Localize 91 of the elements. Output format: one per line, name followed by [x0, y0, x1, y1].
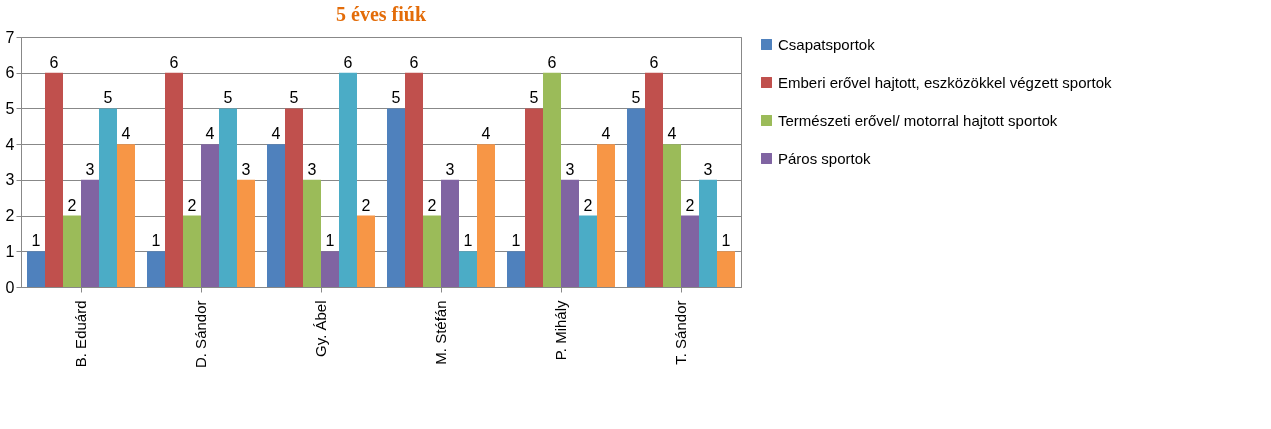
- data-label: 4: [121, 125, 131, 143]
- data-label: 2: [685, 196, 695, 214]
- y-tick-label: 3: [5, 171, 15, 189]
- bar: [237, 179, 255, 287]
- data-label: 1: [151, 232, 161, 250]
- data-label: 6: [409, 53, 419, 71]
- data-label: 2: [187, 196, 197, 214]
- bar: [597, 144, 615, 287]
- data-label: 3: [307, 160, 317, 178]
- y-tick-label: 1: [5, 242, 15, 260]
- bar: [81, 179, 99, 287]
- bar: [63, 215, 81, 287]
- legend-label: Emberi erővel hajtott, eszközökkel végzett sportok: [778, 73, 1112, 91]
- y-tick-label: 4: [5, 135, 15, 153]
- data-label: 4: [271, 125, 281, 143]
- data-label: 4: [667, 125, 677, 143]
- bar: [663, 144, 681, 287]
- y-tick-label: 2: [5, 207, 15, 225]
- bar: [627, 108, 645, 287]
- bar: [99, 108, 117, 287]
- data-label: 1: [463, 232, 473, 250]
- data-label: 6: [49, 53, 59, 71]
- bar: [441, 179, 459, 287]
- data-label: 6: [649, 53, 659, 71]
- bar: [165, 72, 183, 287]
- bar: [27, 251, 45, 287]
- bar: [45, 72, 63, 287]
- x-tick-label: B. Eduárd: [72, 300, 89, 368]
- bar: [459, 251, 477, 287]
- bar: [525, 108, 543, 287]
- bar: [699, 179, 717, 287]
- data-label: 4: [481, 125, 491, 143]
- bar: [579, 215, 597, 287]
- x-tick-label: D. Sándor: [192, 300, 209, 369]
- data-label: 3: [565, 160, 575, 178]
- x-tick-label: Gy. Ábel: [312, 300, 329, 357]
- bar: [423, 215, 441, 287]
- data-label: 2: [67, 196, 77, 214]
- bar: [183, 215, 201, 287]
- bar: [387, 108, 405, 287]
- legend-label: Csapatsportok: [778, 35, 876, 53]
- legend-label: Páros sportok: [778, 149, 872, 167]
- data-label: 5: [529, 89, 539, 107]
- chart-title: 5 éves fiúk: [336, 3, 427, 25]
- data-label: 4: [601, 125, 611, 143]
- y-tick-label: 7: [5, 28, 15, 46]
- data-label: 5: [289, 89, 299, 107]
- bar: [645, 72, 663, 287]
- bar: [303, 179, 321, 287]
- bar: [717, 251, 735, 287]
- data-label: 2: [583, 196, 593, 214]
- bar: [201, 144, 219, 287]
- data-label: 2: [361, 196, 371, 214]
- data-label: 6: [169, 53, 179, 71]
- data-label: 6: [343, 53, 353, 71]
- bar: [267, 144, 285, 287]
- bar: [507, 251, 525, 287]
- bar: [477, 144, 495, 287]
- data-label: 3: [241, 160, 251, 178]
- y-tick-label: 0: [5, 278, 15, 296]
- data-label: 5: [631, 89, 641, 107]
- data-label: 3: [445, 160, 455, 178]
- bar: [561, 179, 579, 287]
- data-label: 1: [31, 232, 41, 250]
- data-label: 4: [205, 125, 215, 143]
- x-tick-label: M. Stéfán: [432, 300, 449, 365]
- data-label: 5: [223, 89, 233, 107]
- data-label: 6: [547, 53, 557, 71]
- bar: [681, 215, 699, 287]
- x-tick-label: P. Mihály: [552, 300, 569, 361]
- legend-label: Természeti erővel/ motorral hajtott sportok: [778, 111, 1058, 129]
- data-label: 1: [511, 232, 521, 250]
- data-label: 3: [703, 160, 713, 178]
- bar: [405, 72, 423, 287]
- data-label: 2: [427, 196, 437, 214]
- bar: [321, 251, 339, 287]
- y-tick-label: 6: [5, 64, 15, 82]
- bar: [339, 72, 357, 287]
- data-label: 5: [103, 89, 113, 107]
- bar: [147, 251, 165, 287]
- y-tick-label: 5: [5, 99, 15, 117]
- x-tick-label: T. Sándor: [672, 300, 689, 365]
- bar: [285, 108, 303, 287]
- bar: [543, 72, 561, 287]
- bar: [117, 144, 135, 287]
- data-label: 1: [721, 232, 731, 250]
- data-label: 1: [325, 232, 335, 250]
- bar: [219, 108, 237, 287]
- data-label: 5: [391, 89, 401, 107]
- bar: [357, 215, 375, 287]
- data-label: 3: [85, 160, 95, 178]
